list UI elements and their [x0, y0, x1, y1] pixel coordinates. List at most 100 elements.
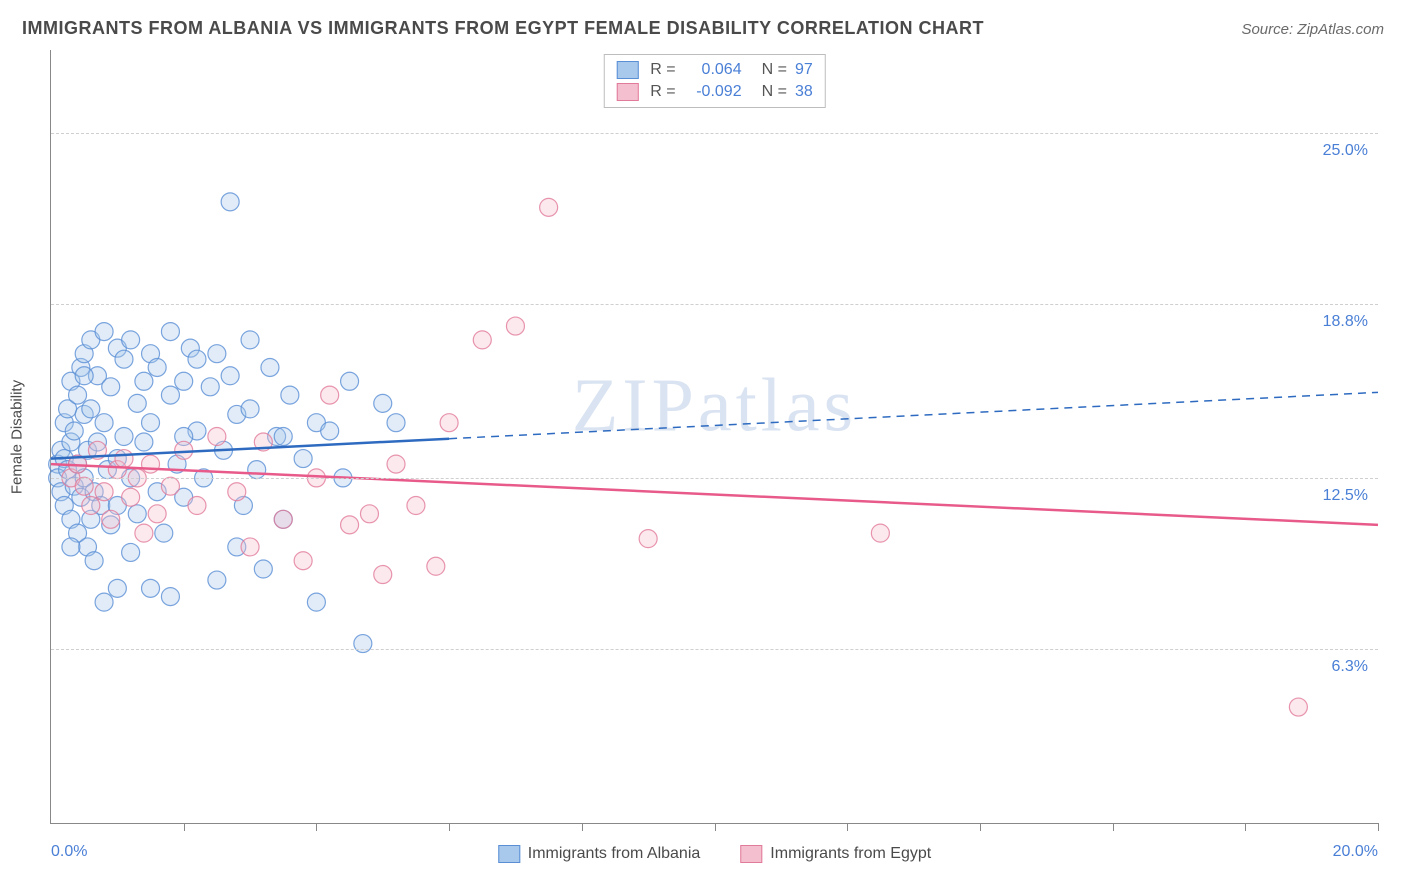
data-point: [75, 477, 93, 495]
data-point: [307, 593, 325, 611]
data-point: [95, 593, 113, 611]
x-axis-max-label: 20.0%: [1333, 843, 1378, 861]
data-point: [102, 378, 120, 396]
data-point: [387, 455, 405, 473]
data-point: [208, 571, 226, 589]
legend-label-egypt: Immigrants from Egypt: [770, 845, 931, 863]
legend-item-albania: Immigrants from Albania: [498, 845, 701, 863]
gridline: [51, 478, 1378, 479]
data-point: [254, 560, 272, 578]
data-point: [241, 400, 259, 418]
data-point: [274, 428, 292, 446]
gridline: [51, 133, 1378, 134]
data-point: [871, 524, 889, 542]
chart-title: IMMIGRANTS FROM ALBANIA VS IMMIGRANTS FR…: [22, 18, 984, 39]
trend-line-dashed: [449, 392, 1378, 438]
data-point: [473, 331, 491, 349]
data-point: [261, 358, 279, 376]
data-point: [294, 450, 312, 468]
data-point: [208, 345, 226, 363]
data-point: [540, 198, 558, 216]
legend-label-albania: Immigrants from Albania: [528, 845, 701, 863]
data-point: [85, 552, 103, 570]
x-tick: [449, 823, 450, 831]
x-tick: [847, 823, 848, 831]
data-point: [341, 372, 359, 390]
legend-item-egypt: Immigrants from Egypt: [740, 845, 931, 863]
data-point: [241, 331, 259, 349]
data-point: [407, 497, 425, 515]
data-point: [221, 367, 239, 385]
data-point: [221, 193, 239, 211]
data-point: [108, 579, 126, 597]
data-point: [95, 414, 113, 432]
data-point: [115, 428, 133, 446]
x-tick: [980, 823, 981, 831]
data-point: [374, 394, 392, 412]
data-point: [241, 538, 259, 556]
data-point: [281, 386, 299, 404]
data-point: [175, 441, 193, 459]
data-point: [248, 461, 266, 479]
x-tick: [316, 823, 317, 831]
data-point: [161, 477, 179, 495]
y-tick-label: 18.8%: [1323, 313, 1368, 331]
data-point: [69, 386, 87, 404]
data-point: [201, 378, 219, 396]
gridline: [51, 304, 1378, 305]
data-point: [360, 505, 378, 523]
series-legend: Immigrants from Albania Immigrants from …: [498, 845, 931, 863]
data-point: [102, 510, 120, 528]
trend-line-solid: [51, 464, 1378, 525]
data-point: [128, 394, 146, 412]
data-point: [1289, 698, 1307, 716]
data-point: [142, 414, 160, 432]
data-point: [208, 428, 226, 446]
data-point: [161, 588, 179, 606]
swatch-egypt-bottom: [740, 845, 762, 863]
y-tick-label: 6.3%: [1332, 658, 1368, 676]
data-point: [62, 538, 80, 556]
data-point: [128, 505, 146, 523]
data-point: [321, 386, 339, 404]
data-point: [321, 422, 339, 440]
data-point: [228, 483, 246, 501]
chart-svg: [51, 50, 1378, 823]
data-point: [427, 557, 445, 575]
data-point: [142, 579, 160, 597]
data-point: [115, 450, 133, 468]
trend-line-solid: [51, 439, 449, 459]
x-tick: [1245, 823, 1246, 831]
data-point: [175, 372, 193, 390]
plot-area: Female Disability ZIPatlas R = 0.064 N =…: [50, 50, 1378, 824]
data-point: [387, 414, 405, 432]
data-point: [161, 323, 179, 341]
data-point: [188, 350, 206, 368]
y-tick-label: 12.5%: [1323, 487, 1368, 505]
data-point: [639, 530, 657, 548]
data-point: [75, 367, 93, 385]
data-point: [148, 505, 166, 523]
data-point: [188, 497, 206, 515]
gridline: [51, 649, 1378, 650]
data-point: [122, 543, 140, 561]
swatch-albania-bottom: [498, 845, 520, 863]
data-point: [148, 358, 166, 376]
x-tick: [1378, 823, 1379, 831]
chart-header: IMMIGRANTS FROM ALBANIA VS IMMIGRANTS FR…: [22, 18, 1384, 39]
x-tick: [184, 823, 185, 831]
x-tick: [582, 823, 583, 831]
data-point: [506, 317, 524, 335]
data-point: [155, 524, 173, 542]
source-attribution: Source: ZipAtlas.com: [1241, 21, 1384, 38]
data-point: [135, 372, 153, 390]
x-tick: [715, 823, 716, 831]
data-point: [135, 433, 153, 451]
y-tick-label: 25.0%: [1323, 142, 1368, 160]
x-axis-min-label: 0.0%: [51, 843, 87, 861]
data-point: [122, 331, 140, 349]
data-point: [374, 566, 392, 584]
data-point: [135, 524, 153, 542]
data-point: [274, 510, 292, 528]
data-point: [115, 350, 133, 368]
